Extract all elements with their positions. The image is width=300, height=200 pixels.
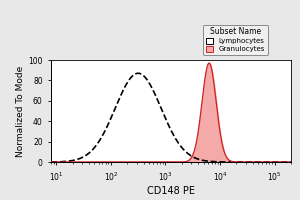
Y-axis label: Normalized To Mode: Normalized To Mode <box>16 65 26 157</box>
Legend: Lymphocytes, Granulocytes: Lymphocytes, Granulocytes <box>203 25 268 55</box>
X-axis label: CD148 PE: CD148 PE <box>147 186 195 196</box>
